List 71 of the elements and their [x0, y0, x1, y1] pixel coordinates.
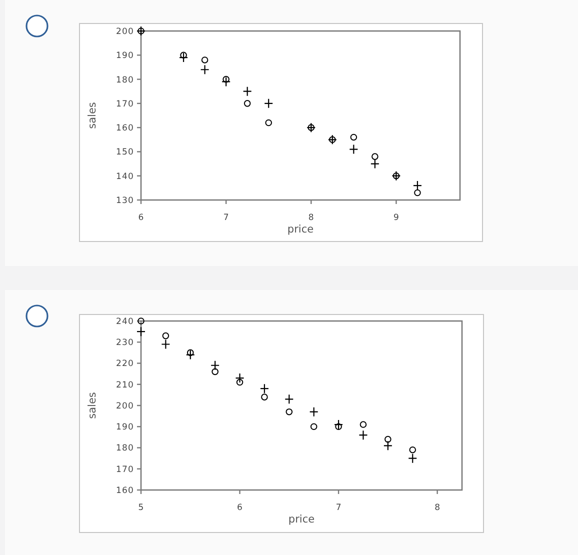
point: [178, 52, 188, 63]
point: [309, 406, 318, 417]
y-axis-title: sales: [86, 392, 99, 419]
point: [335, 423, 342, 430]
y-tick-label: 190: [116, 51, 134, 62]
point: [310, 423, 318, 430]
point: [200, 64, 210, 75]
y-tick-label: 130: [116, 196, 134, 206]
point: [201, 56, 208, 64]
point: [414, 189, 421, 196]
y-tick-label: 240: [116, 316, 134, 327]
point: [370, 158, 380, 169]
point: [222, 76, 230, 83]
x-axis-title: price: [288, 514, 315, 526]
point: [412, 180, 422, 191]
point: [264, 98, 274, 108]
point: [244, 100, 251, 107]
point: [384, 436, 392, 443]
y-tick-label: 160: [116, 124, 134, 134]
point: [180, 52, 187, 59]
x-tick-label: 7: [223, 212, 229, 223]
point: [286, 408, 293, 416]
point: [236, 378, 244, 386]
point: [360, 421, 367, 428]
point: [284, 394, 294, 404]
point: [260, 384, 270, 394]
point: [334, 419, 344, 430]
point: [308, 124, 315, 131]
y-tick-label: 140: [116, 172, 134, 182]
y-tick-label: 220: [116, 359, 134, 370]
y-tick-label: 180: [116, 444, 134, 454]
point: [222, 76, 231, 87]
y-tick-label: 180: [116, 75, 134, 86]
y-tick-label: 210: [116, 380, 134, 390]
point: [383, 440, 392, 451]
y-tick-label: 200: [116, 26, 134, 37]
point: [242, 86, 252, 96]
point: [136, 326, 146, 337]
x-tick-label: 6: [138, 212, 144, 223]
x-tick-label: 8: [434, 502, 440, 513]
point: [358, 430, 368, 440]
y-tick-label: 170: [116, 464, 134, 475]
y-tick-label: 200: [116, 401, 134, 412]
point: [235, 372, 244, 384]
point: [372, 153, 378, 160]
y-tick-label: 230: [116, 338, 134, 348]
point: [138, 318, 144, 324]
point: [261, 394, 268, 400]
point: [349, 144, 358, 154]
point: [161, 339, 170, 350]
y-tick-label: 150: [116, 148, 134, 158]
x-axis-title: price: [287, 224, 314, 236]
point: [186, 350, 195, 360]
point: [210, 360, 220, 370]
point: [306, 122, 316, 133]
point: [186, 349, 194, 356]
y-tick-label: 190: [116, 422, 134, 433]
x-tick-label: 9: [393, 212, 399, 223]
x-tick-label: 8: [308, 212, 314, 223]
point: [350, 134, 358, 141]
x-tick-label: 6: [237, 502, 242, 513]
point: [265, 119, 272, 126]
point: [408, 453, 418, 464]
point: [409, 446, 416, 454]
x-tick-label: 7: [336, 502, 342, 513]
point: [212, 368, 218, 376]
point: [162, 332, 170, 340]
y-tick-label: 170: [116, 99, 134, 110]
y-axis-title: sales: [86, 102, 99, 129]
x-tick-label: 5: [138, 502, 144, 513]
y-tick-label: 160: [116, 486, 134, 496]
